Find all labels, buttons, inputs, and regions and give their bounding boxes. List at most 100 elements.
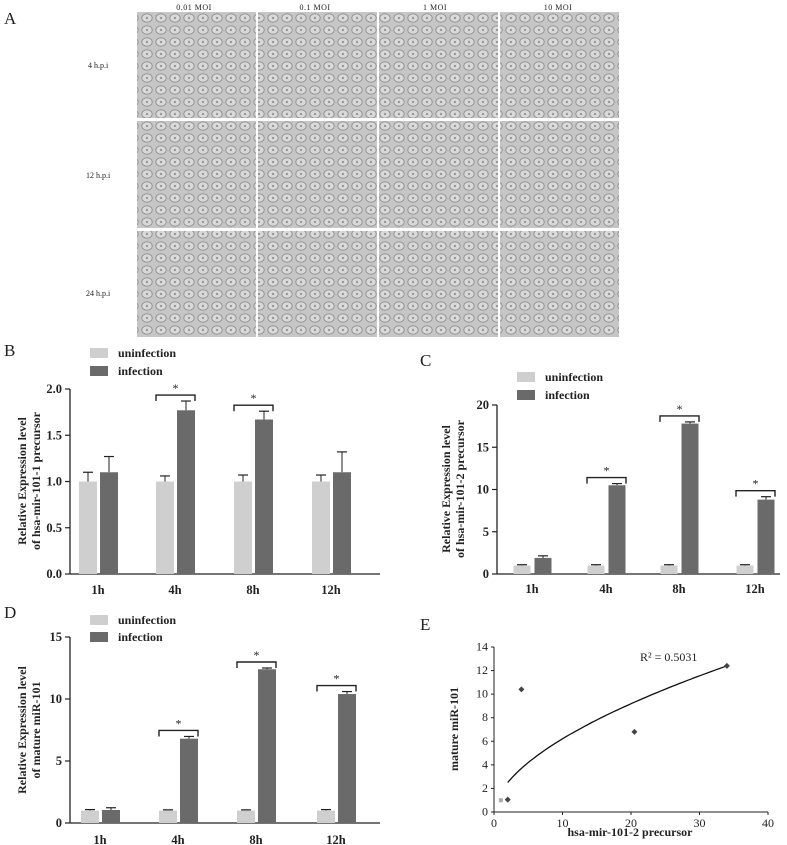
x-tick-label: 0: [491, 816, 497, 830]
column-label-moi-1: 1 MOI: [423, 3, 447, 12]
bar-uninfection-8h: [234, 481, 252, 574]
y-axis-label-line-2: of hsa-mir-101-1 precursor: [29, 411, 43, 550]
legend-label-uninfection: uninfection: [545, 370, 603, 384]
x-tick-label-1h: 1h: [91, 583, 104, 597]
micrograph-24hpi-moi-1: [379, 231, 498, 337]
panel-letter-b: B: [4, 341, 15, 360]
bar-uninfection-12h: [317, 810, 335, 823]
row-label-24hpi: 24 h.p.i: [86, 289, 111, 298]
y-tick-label: 2: [482, 781, 488, 795]
micrograph-4hpi-moi-0.01: [137, 12, 256, 118]
column-label-moi-0.01: 0.01 MOI: [176, 3, 212, 12]
x-tick-label-1h: 1h: [93, 833, 106, 845]
y-axis-label-line-1: Relative Expression level: [439, 424, 453, 552]
r-squared-annotation: R² = 0.5031: [640, 650, 697, 664]
column-label-moi-10: 10 MOI: [544, 3, 573, 12]
legend-swatch-uninfection: [517, 372, 535, 382]
y-tick-label: 0: [56, 816, 62, 830]
significance-bracket-4h: [155, 394, 196, 402]
bar-infection-8h: [258, 669, 276, 823]
micrograph-12hpi-moi-0.1: [258, 121, 377, 228]
legend-swatch-uninfection: [90, 348, 108, 358]
y-tick-label: 15: [477, 440, 490, 454]
legend-label-uninfection: uninfection: [118, 346, 176, 360]
y-tick-label: 0.5: [46, 521, 62, 535]
y-tick-label: 10: [50, 692, 63, 706]
y-axis-label-line-2: of mature miR-101: [29, 681, 43, 778]
panel-a: A 0.01 MOI 0.1 MOI 1 MOI 10 MOI 4 h.p.i …: [4, 3, 619, 337]
y-tick-label: 2.0: [46, 382, 62, 396]
bar-infection-12h: [757, 499, 775, 574]
micrograph-4hpi-moi-10: [500, 12, 619, 118]
y-tick-label: 20: [477, 398, 490, 412]
bar-uninfection-1h: [79, 481, 97, 574]
column-label-moi-0.1: 0.1 MOI: [299, 3, 330, 12]
significance-star-4h: *: [176, 716, 182, 730]
panel-letter-c: C: [420, 351, 431, 370]
power-trendline: [507, 665, 728, 783]
y-tick-label: 1.5: [46, 428, 62, 442]
significance-bracket-8h: [659, 415, 700, 422]
bar-infection-1h: [100, 472, 118, 574]
chart-b: B 0.0 0.5 1.0 1.5 2.0 Relative Expression leve…: [4, 341, 380, 597]
data-point: [631, 728, 638, 735]
bar-infection-8h: [255, 419, 273, 574]
significance-star-8h: *: [254, 648, 260, 662]
significance-bracket-12h: [735, 489, 776, 497]
y-tick-label: 0.0: [46, 567, 62, 581]
bar-infection-8h: [681, 423, 699, 574]
significance-star-4h: *: [604, 464, 610, 478]
bar-uninfection-4h: [159, 810, 177, 823]
y-tick-label: 10: [477, 483, 490, 497]
significance-bracket-4h: [158, 729, 199, 737]
legend-label-uninfection: uninfection: [118, 613, 176, 627]
row-label-4hpi: 4 h.p.i: [88, 61, 109, 70]
micrograph-12hpi-moi-1: [379, 121, 498, 228]
micrograph-24hpi-moi-0.1: [258, 231, 377, 337]
x-tick-label-8h: 8h: [249, 833, 262, 845]
micrograph-4hpi-moi-1: [379, 12, 498, 118]
data-point: [504, 796, 511, 803]
significance-star-8h: *: [677, 402, 683, 416]
legend-label-infection: infection: [118, 364, 163, 378]
significance-bracket-8h: [233, 404, 274, 412]
significance-bracket-12h: [316, 684, 357, 692]
y-axis-label: Relative Expression level of hsa-mir-101-…: [15, 411, 43, 550]
bar-uninfection-1h: [81, 810, 99, 823]
y-axis-label-line-1: Relative Expression level: [15, 416, 29, 544]
data-point: [498, 798, 503, 803]
legend-swatch-infection: [517, 390, 535, 400]
bar-infection-4h: [180, 738, 198, 823]
x-tick-label-4h: 4h: [599, 582, 612, 596]
x-tick-label: 30: [694, 816, 706, 830]
y-tick-label: 5: [56, 754, 62, 768]
y-axis-label: Relative Expression level of hsa-mir-101-…: [439, 419, 467, 558]
x-tick-label: 40: [762, 816, 774, 830]
y-tick-label: 0: [482, 805, 488, 819]
significance-bracket-4h: [586, 476, 627, 484]
x-tick-label-8h: 8h: [246, 583, 259, 597]
bar-uninfection-8h: [237, 810, 255, 823]
y-tick-label: 6: [482, 734, 488, 748]
x-axis-label: hsa-mir-101-2 precursor: [568, 825, 694, 839]
y-tick-label: 0: [483, 567, 489, 581]
y-axis-label: Relative Expression level of mature miR-1…: [15, 665, 43, 793]
legend-swatch-infection: [90, 632, 108, 642]
y-axis-label-line-2: of hsa-mir-101-2 precursor: [453, 419, 467, 558]
legend-swatch-uninfection: [90, 615, 108, 625]
x-tick-label: 10: [557, 816, 569, 830]
chart-e: E 0 2 4 6 8 10 12 14 0 10 20 30 40 hsa-mir-101-2 precu…: [420, 615, 774, 839]
y-axis-label-group: mature miR-101: [447, 687, 461, 771]
data-point: [723, 662, 730, 669]
panel-letter-d: D: [4, 603, 16, 622]
micrograph-12hpi-moi-0.01: [137, 121, 256, 228]
y-tick-label: 15: [50, 630, 63, 644]
bar-uninfection-1h: [513, 565, 531, 574]
panel-letter-a: A: [4, 9, 17, 28]
significance-star-8h: *: [251, 391, 257, 405]
bar-uninfection-12h: [736, 565, 754, 574]
row-label-12hpi: 12 h.p.i: [86, 171, 111, 180]
bar-infection-4h: [177, 410, 195, 574]
micrograph-24hpi-moi-10: [500, 231, 619, 337]
